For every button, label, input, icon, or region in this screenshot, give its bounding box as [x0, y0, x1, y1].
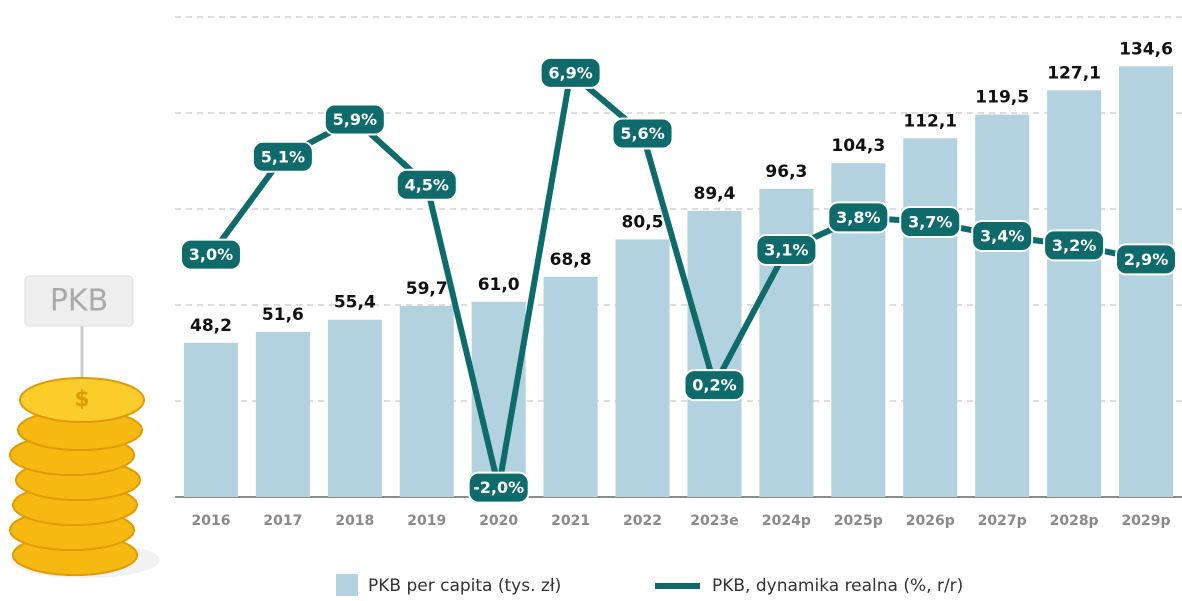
- bar: [1047, 90, 1101, 497]
- x-tick-label: 2021: [551, 513, 590, 529]
- value-label: 134,6: [1119, 39, 1173, 59]
- value-label: 5,6%: [620, 124, 664, 143]
- bar: [544, 277, 598, 497]
- line-label: 2,9%: [1116, 244, 1176, 274]
- value-label: 80,5: [622, 212, 664, 232]
- x-tick-label: 2024p: [762, 513, 811, 529]
- value-label: -2,0%: [473, 478, 524, 497]
- value-label: 3,1%: [764, 241, 808, 260]
- x-tick-label: 2026p: [906, 513, 955, 529]
- chart: PKB $ 2016 2017 2018 2019 2020 2021 2022 2023e 2…: [0, 0, 1182, 601]
- line-label: 3,1%: [756, 235, 816, 265]
- x-tick-label: 2025p: [834, 513, 883, 529]
- value-label: 68,8: [550, 250, 592, 270]
- value-label: 6,9%: [548, 63, 592, 82]
- line-label: 3,4%: [972, 221, 1032, 251]
- value-label: 48,2: [190, 316, 232, 336]
- bar: [903, 138, 957, 497]
- value-label: 2,9%: [1124, 250, 1168, 269]
- x-tick-label: 2017: [263, 513, 302, 529]
- x-tick-label: 2019: [407, 513, 446, 529]
- value-label: 5,9%: [333, 110, 377, 129]
- line-label: 0,2%: [684, 370, 744, 400]
- value-label: 127,1: [1047, 63, 1101, 83]
- x-tick-label: 2020: [479, 513, 518, 529]
- value-label: 104,3: [831, 136, 885, 156]
- x-tick-label: 2016: [191, 513, 230, 529]
- x-tick-label: 2027p: [978, 513, 1027, 529]
- bar: [256, 332, 310, 497]
- x-tick-label: 2029p: [1122, 513, 1171, 529]
- line-label: 3,7%: [900, 207, 960, 237]
- x-tick-label: 2023e: [690, 513, 738, 529]
- legend-label: PKB per capita (tys. zł): [368, 576, 561, 596]
- value-label: 59,7: [406, 279, 448, 299]
- line-label: 5,1%: [253, 142, 313, 172]
- illustration: PKB $: [10, 276, 160, 578]
- x-tick-label: 2018: [335, 513, 374, 529]
- line-label: 3,2%: [1044, 230, 1104, 260]
- legend-label: PKB, dynamika realna (%, r/r): [712, 576, 963, 596]
- line-label: 3,0%: [181, 240, 241, 270]
- bar: [975, 115, 1029, 497]
- value-label: 96,3: [765, 162, 807, 182]
- line-label: 5,9%: [325, 105, 385, 135]
- legend-swatch: [336, 574, 358, 596]
- legend: PKB per capita (tys. zł) PKB, dynamika r…: [336, 574, 963, 596]
- value-label: 61,0: [478, 275, 520, 295]
- x-tick-label: 2028p: [1050, 513, 1099, 529]
- value-label: 3,4%: [980, 227, 1024, 246]
- value-label: 112,1: [903, 111, 957, 131]
- value-label: 5,1%: [261, 147, 305, 166]
- value-label: 3,2%: [1052, 236, 1096, 255]
- line-label: 3,8%: [828, 202, 888, 232]
- svg-text:$: $: [74, 387, 89, 412]
- value-label: 3,0%: [189, 245, 233, 264]
- line-label: -2,0%: [469, 473, 529, 503]
- sign-label: PKB: [50, 284, 108, 319]
- line-label: 5,6%: [613, 119, 673, 149]
- value-label: 55,4: [334, 293, 376, 313]
- x-tick-label: 2022: [623, 513, 662, 529]
- value-label: 3,7%: [908, 213, 952, 232]
- bar: [184, 343, 238, 497]
- value-label: 89,4: [693, 184, 735, 204]
- value-label: 3,8%: [836, 208, 880, 227]
- value-label: 0,2%: [692, 376, 736, 395]
- value-label: 4,5%: [405, 175, 449, 194]
- value-label: 51,6: [262, 305, 304, 325]
- bar: [400, 306, 454, 497]
- bar: [616, 239, 670, 497]
- value-label: 119,5: [975, 88, 1029, 108]
- line-label: 4,5%: [397, 170, 457, 200]
- bar: [1119, 66, 1173, 497]
- bar: [328, 320, 382, 497]
- line-label: 6,9%: [541, 58, 601, 88]
